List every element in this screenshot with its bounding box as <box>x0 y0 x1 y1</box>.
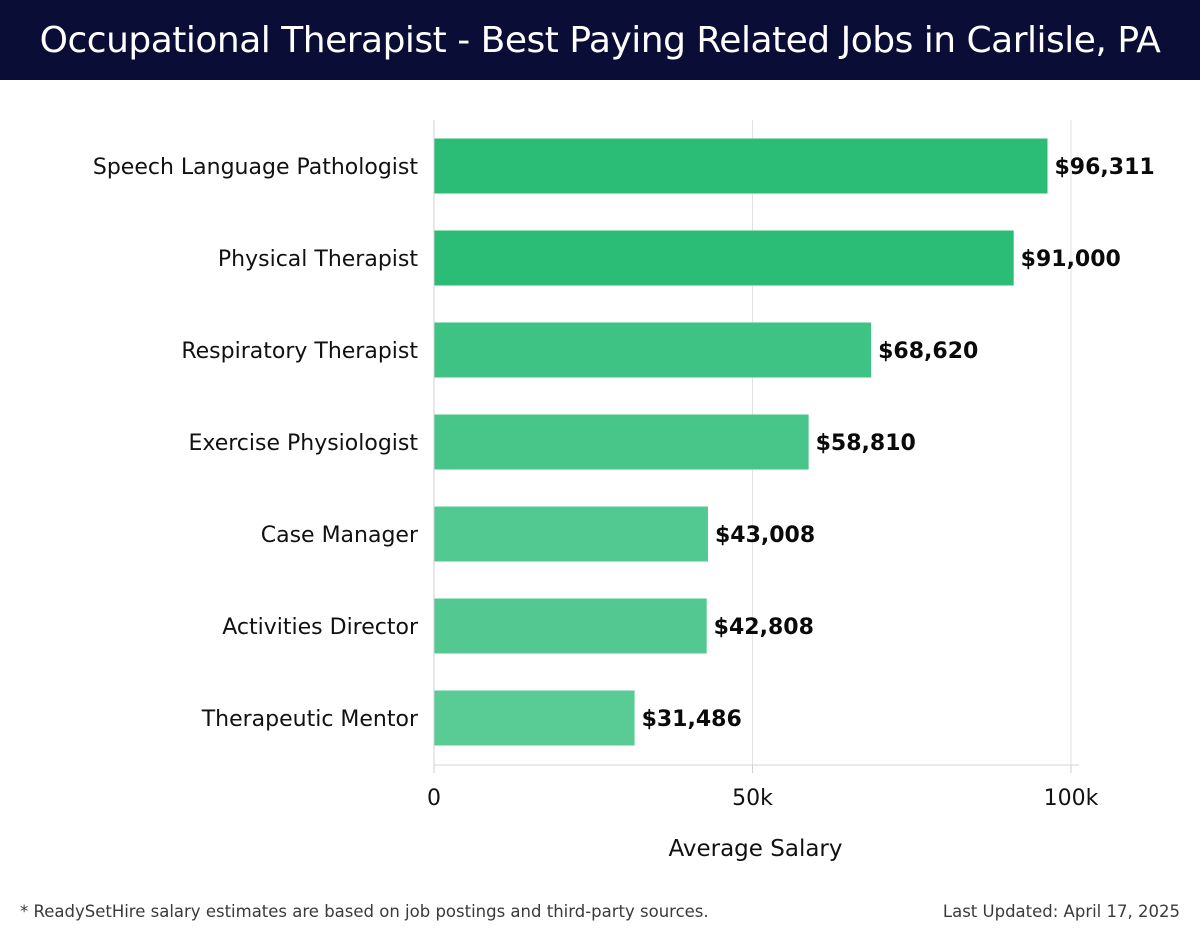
bar <box>434 506 708 562</box>
data-label: $43,008 <box>715 523 815 548</box>
category-label: Physical Therapist <box>218 247 418 272</box>
bar <box>434 598 707 654</box>
category-label: Respiratory Therapist <box>181 339 418 364</box>
x-tick-label: 0 <box>427 786 441 811</box>
data-label: $68,620 <box>878 339 978 364</box>
data-label: $42,808 <box>714 615 814 640</box>
category-label: Case Manager <box>261 523 419 548</box>
footer-note: * ReadySetHire salary estimates are base… <box>20 902 709 921</box>
bar-chart: 0 50k 100k Average Salary Speech Language Pa… <box>93 120 1155 862</box>
bar <box>434 138 1048 194</box>
data-label: $58,810 <box>816 431 916 456</box>
category-label: Activities Director <box>222 615 419 640</box>
bar <box>434 230 1014 286</box>
x-axis-title: Average Salary <box>668 836 842 862</box>
bar <box>434 322 872 378</box>
x-tick-label: 100k <box>1044 786 1099 811</box>
category-label: Speech Language Pathologist <box>93 155 418 180</box>
category-label: Exercise Physiologist <box>188 431 418 456</box>
x-tick-label: 50k <box>732 786 773 811</box>
last-updated: Last Updated: April 17, 2025 <box>942 902 1180 921</box>
bar <box>434 690 635 746</box>
data-label: $91,000 <box>1021 247 1121 272</box>
bar <box>434 414 809 470</box>
data-label: $31,486 <box>642 707 742 732</box>
chart-title: Occupational Therapist - Best Paying Rel… <box>39 19 1161 61</box>
data-label: $96,311 <box>1055 155 1155 180</box>
category-label: Therapeutic Mentor <box>201 707 419 732</box>
title-bar: Occupational Therapist - Best Paying Rel… <box>0 0 1200 80</box>
